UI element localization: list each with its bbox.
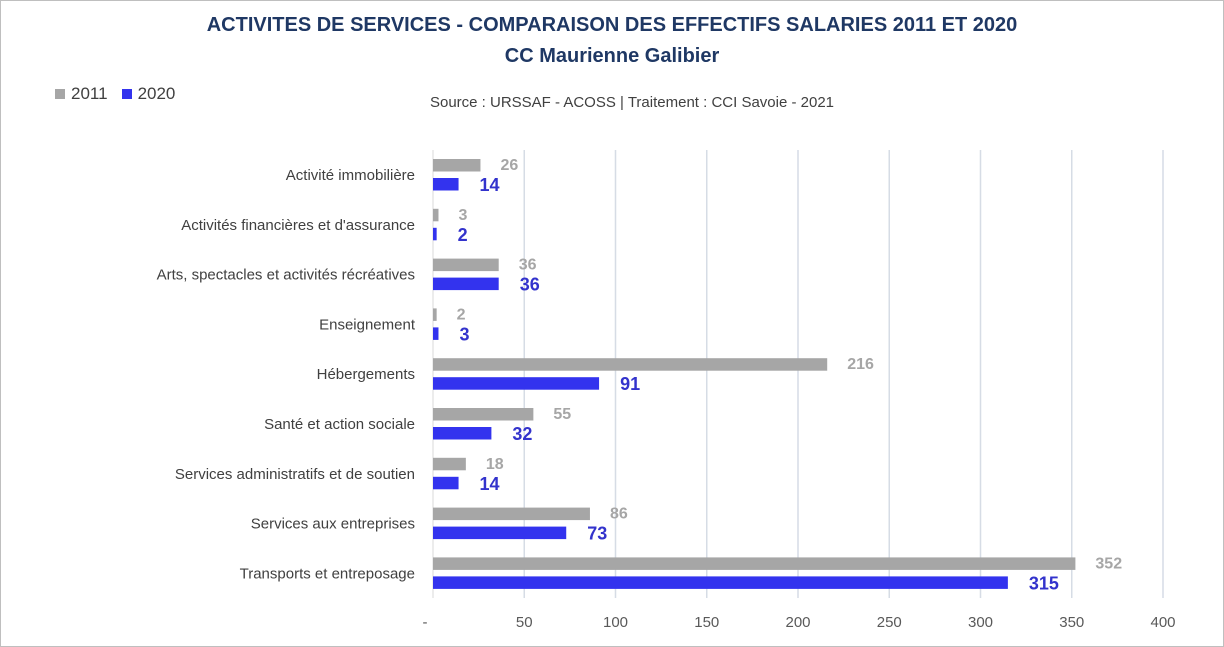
chart-title: ACTIVITES DE SERVICES - COMPARAISON DES …	[206, 14, 1018, 36]
bar-2011	[433, 258, 499, 272]
bar-2020	[433, 178, 459, 191]
bar-2011	[433, 557, 1076, 570]
bar-2020	[433, 427, 492, 440]
bar-2011	[433, 358, 828, 371]
legend-item-2020: 2020	[121, 84, 176, 104]
category-label: Activités financières et d'assurance	[181, 217, 415, 234]
x-tick-label: 250	[877, 614, 902, 631]
bar-2020	[433, 377, 600, 390]
category-label: Arts, spectacles et activités récréative…	[157, 267, 415, 284]
bar-2011	[433, 208, 439, 222]
data-label-2020: 32	[512, 424, 532, 444]
chart-source: Source : URSSAF - ACOSS | Traitement : C…	[429, 94, 835, 111]
data-label-2020: 2	[458, 225, 468, 245]
legend-label-2020: 2020	[137, 84, 176, 103]
data-label-2011: 216	[847, 356, 874, 373]
chart-subtitle: CC Maurienne Galibier	[504, 45, 720, 67]
data-label-2020: 14	[480, 175, 500, 195]
bar-2011	[433, 159, 481, 172]
data-label-2020: 14	[480, 474, 500, 494]
data-label-2011: 18	[486, 456, 504, 473]
bar-2020	[433, 227, 437, 241]
bar-2020	[433, 526, 567, 540]
data-label-2020: 3	[459, 324, 469, 344]
data-label-2011: 55	[553, 406, 571, 423]
category-label: Activité immobilière	[286, 167, 415, 184]
data-label-2011: 36	[519, 257, 537, 274]
category-label: Transports et entreposage	[240, 565, 415, 582]
data-label-2011: 3	[458, 207, 467, 224]
category-label: Services administratifs et de soutien	[175, 466, 415, 483]
data-label-2011: 86	[610, 506, 628, 523]
x-tick-label: -	[423, 614, 428, 631]
data-label-2011: 2	[457, 306, 466, 323]
x-tick-label: 400	[1150, 614, 1175, 631]
data-label-2020: 36	[520, 275, 540, 295]
bar-2011	[433, 408, 534, 421]
bar-2011	[433, 507, 590, 521]
x-tick-label: 50	[516, 614, 533, 631]
category-label: Santé et action sociale	[264, 416, 415, 433]
category-label: Services aux entreprises	[251, 516, 415, 533]
x-tick-label: 350	[1059, 614, 1084, 631]
bar-2020	[433, 576, 1008, 589]
bar-2020	[433, 476, 459, 490]
bar-2020	[433, 277, 499, 291]
bar-2011	[433, 457, 466, 471]
category-label: Hébergements	[317, 366, 415, 383]
legend-label-2011: 2011	[71, 84, 108, 103]
x-tick-label: 100	[603, 614, 628, 631]
legend-swatch-2011	[55, 89, 65, 99]
x-tick-label: 150	[694, 614, 719, 631]
x-tick-label: 200	[785, 614, 810, 631]
data-label-2020: 73	[587, 524, 607, 544]
data-label-2020: 91	[620, 374, 640, 394]
category-label: Enseignement	[319, 316, 416, 333]
bar-2011	[433, 308, 437, 321]
data-label-2011: 352	[1095, 555, 1122, 572]
legend: 2011 2020	[55, 84, 175, 104]
bar-2020	[433, 327, 439, 340]
legend-swatch-2020	[121, 89, 132, 99]
data-label-2020: 315	[1029, 573, 1059, 593]
legend-item-2011: 2011	[55, 84, 108, 104]
data-label-2011: 26	[500, 157, 518, 174]
x-tick-label: 300	[968, 614, 993, 631]
